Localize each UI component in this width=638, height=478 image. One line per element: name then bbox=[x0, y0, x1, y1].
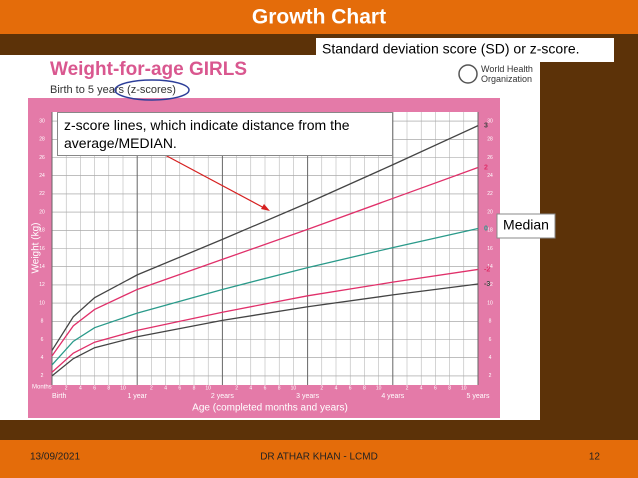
organization: World Health Organization bbox=[481, 64, 533, 84]
x-month-label: 8 bbox=[363, 385, 366, 391]
title-bar bbox=[0, 0, 638, 34]
footer-author: DR ATHAR KHAN - LCMD bbox=[260, 452, 378, 463]
z-score-line bbox=[51, 227, 479, 366]
y-tick-label: 28 bbox=[39, 137, 45, 143]
y-tick-label: 8 bbox=[41, 319, 44, 325]
x-month-label: 8 bbox=[193, 385, 196, 391]
x-month-label: 10 bbox=[461, 385, 467, 391]
y-tick-label-right: 2 bbox=[489, 373, 492, 379]
x-month-label: 10 bbox=[376, 385, 382, 391]
slide-title: Growth Chart bbox=[252, 6, 386, 29]
y-tick-label: 12 bbox=[39, 282, 45, 288]
y-tick-label-right: 4 bbox=[489, 355, 492, 361]
y-tick-label: 10 bbox=[39, 300, 45, 306]
x-month-label: 6 bbox=[93, 385, 96, 391]
y-tick-label-right: 14 bbox=[487, 264, 493, 270]
who-logo bbox=[458, 64, 478, 84]
x-month-label: 4 bbox=[164, 385, 167, 391]
series-label: 0 bbox=[484, 225, 488, 232]
series-label: 3 bbox=[484, 122, 488, 129]
x-month-label: 10 bbox=[120, 385, 126, 391]
x-month-label: 4 bbox=[79, 385, 82, 391]
x-tick-label: 5 years bbox=[467, 393, 490, 400]
y-tick-label: 2 bbox=[41, 373, 44, 379]
x-tick-label: 3 years bbox=[296, 393, 319, 400]
x-tick-label: 4 years bbox=[381, 393, 404, 400]
months-label: Months bbox=[32, 385, 52, 391]
footer-date: 13/09/2021 bbox=[30, 452, 80, 463]
x-month-label: 6 bbox=[264, 385, 267, 391]
footer-page: 12 bbox=[589, 452, 601, 463]
y-tick-label-right: 8 bbox=[489, 319, 492, 325]
callout-box bbox=[316, 38, 614, 62]
x-tick-label: 1 year bbox=[127, 393, 147, 400]
y-tick-label: 22 bbox=[39, 191, 45, 197]
footer-bar bbox=[0, 440, 638, 478]
chart-subtitle: Birth to 5 years (z-scores) bbox=[50, 84, 176, 96]
y-tick-label: 4 bbox=[41, 355, 44, 361]
x-month-label: 2 bbox=[65, 385, 68, 391]
x-month-label: 2 bbox=[150, 385, 153, 391]
y-tick-label-right: 22 bbox=[487, 191, 493, 197]
callout-median: Median bbox=[503, 217, 549, 233]
callout-zscore: z-score lines, which indicate distance f… bbox=[57, 112, 393, 156]
x-month-label: 6 bbox=[434, 385, 437, 391]
y-tick-label: 30 bbox=[39, 118, 45, 124]
x-month-label: 2 bbox=[406, 385, 409, 391]
y-tick-label: 24 bbox=[39, 173, 45, 179]
arrow-head bbox=[261, 204, 270, 211]
y-tick-label: 14 bbox=[39, 264, 45, 270]
y-tick-label-right: 24 bbox=[487, 173, 493, 179]
y-tick-label-right: 10 bbox=[487, 300, 493, 306]
highlight-ellipse bbox=[114, 79, 190, 101]
y-tick-label-right: 18 bbox=[487, 228, 493, 234]
series-label: 2 bbox=[484, 164, 488, 171]
x-month-label: 8 bbox=[448, 385, 451, 391]
callout-arrow bbox=[164, 154, 269, 211]
z-score-line bbox=[51, 283, 479, 377]
x-axis-label: Age (completed months and years) bbox=[192, 403, 348, 414]
x-month-label: 4 bbox=[335, 385, 338, 391]
x-month-label: 8 bbox=[278, 385, 281, 391]
org-box: World Health Organization bbox=[481, 64, 533, 84]
y-tick-label: 18 bbox=[39, 228, 45, 234]
x-month-label: 2 bbox=[320, 385, 323, 391]
chart-title: Weight-for-age GIRLS bbox=[50, 59, 247, 80]
z-score-line bbox=[51, 166, 479, 357]
y-tick-label-right: 16 bbox=[487, 246, 493, 252]
series-label: -3 bbox=[484, 281, 490, 288]
callout-zscore-box: z-score lines, which indicate distance f… bbox=[57, 112, 393, 156]
callout-sd: Standard deviation score (SD) or z-score… bbox=[322, 41, 580, 57]
z-score-line bbox=[51, 125, 479, 351]
y-tick-label-right: 12 bbox=[487, 282, 493, 288]
x-month-label: 4 bbox=[249, 385, 252, 391]
y-tick-label: 16 bbox=[39, 246, 45, 252]
x-tick-label: 2 years bbox=[211, 393, 234, 400]
x-tick-label: Birth bbox=[52, 393, 67, 400]
x-month-label: 6 bbox=[349, 385, 352, 391]
z-score-line bbox=[51, 268, 479, 373]
median-box bbox=[496, 213, 556, 239]
series-label: -2 bbox=[484, 266, 490, 273]
y-axis-label: Weight (kg) bbox=[31, 223, 42, 274]
y-tick-label-right: 26 bbox=[487, 155, 493, 161]
y-tick-label-right: 28 bbox=[487, 137, 493, 143]
x-month-label: 6 bbox=[178, 385, 181, 391]
y-tick-label: 6 bbox=[41, 337, 44, 343]
y-tick-label: 26 bbox=[39, 155, 45, 161]
y-tick-label: 20 bbox=[39, 209, 45, 215]
y-tick-label-right: 30 bbox=[487, 118, 493, 124]
x-month-label: 2 bbox=[235, 385, 238, 391]
x-month-label: 10 bbox=[291, 385, 297, 391]
y-tick-label-right: 6 bbox=[489, 337, 492, 343]
y-tick-label-right: 20 bbox=[487, 209, 493, 215]
x-month-label: 10 bbox=[205, 385, 211, 391]
x-month-label: 4 bbox=[420, 385, 423, 391]
x-month-label: 8 bbox=[107, 385, 110, 391]
